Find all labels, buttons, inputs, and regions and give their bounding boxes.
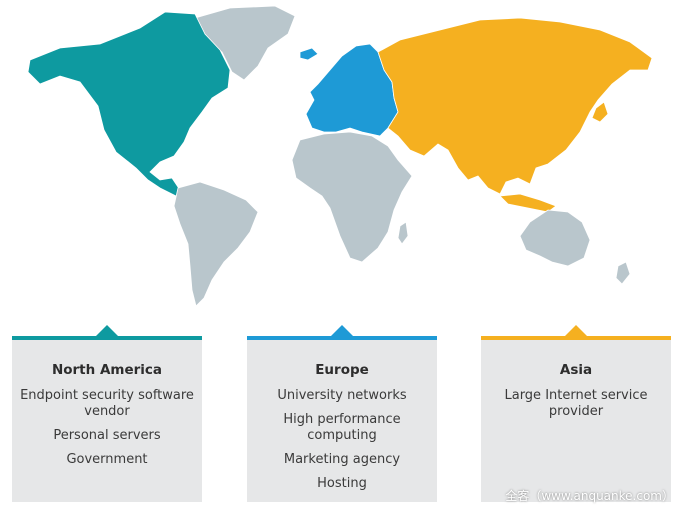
region-item: Endpoint security software vendor xyxy=(20,388,194,419)
region-item: Marketing agency xyxy=(283,452,401,467)
region-item: Government xyxy=(66,452,148,467)
north-america-landmass xyxy=(27,11,231,197)
region-item: University networks xyxy=(277,388,407,403)
africa-landmass xyxy=(291,131,413,263)
region-item: Large Internet service provider xyxy=(504,388,648,419)
region-title: Europe xyxy=(315,362,369,378)
region-panel-europe: Europe University networks High performa… xyxy=(247,325,437,502)
region-items: Large Internet service provider xyxy=(481,388,671,420)
panel-pointer xyxy=(95,325,119,337)
region-item: Hosting xyxy=(317,476,367,491)
new-zealand xyxy=(615,261,631,285)
region-panel-north-america: North America Endpoint security software… xyxy=(12,325,202,502)
region-items: University networks High performance com… xyxy=(247,388,437,492)
australia-landmass xyxy=(519,209,591,267)
region-title: North America xyxy=(51,362,163,378)
watermark-text: 全客（www.anquanke.com） xyxy=(505,489,674,503)
panel-pointer xyxy=(330,325,354,337)
region-item: High performance computing xyxy=(283,412,401,443)
south-america-landmass xyxy=(173,181,259,307)
madagascar xyxy=(397,221,409,245)
region-item: Personal servers xyxy=(53,428,161,443)
region-panel-asia: Asia Large Internet service provider xyxy=(481,325,671,502)
region-items: Endpoint security software vendor Person… xyxy=(12,388,202,468)
japan xyxy=(591,101,609,123)
indonesia xyxy=(499,193,557,213)
world-map xyxy=(27,5,653,307)
panel-pointer xyxy=(564,325,588,337)
region-title: Asia xyxy=(559,362,593,378)
asia-landmass xyxy=(377,17,653,195)
iceland xyxy=(299,47,319,61)
